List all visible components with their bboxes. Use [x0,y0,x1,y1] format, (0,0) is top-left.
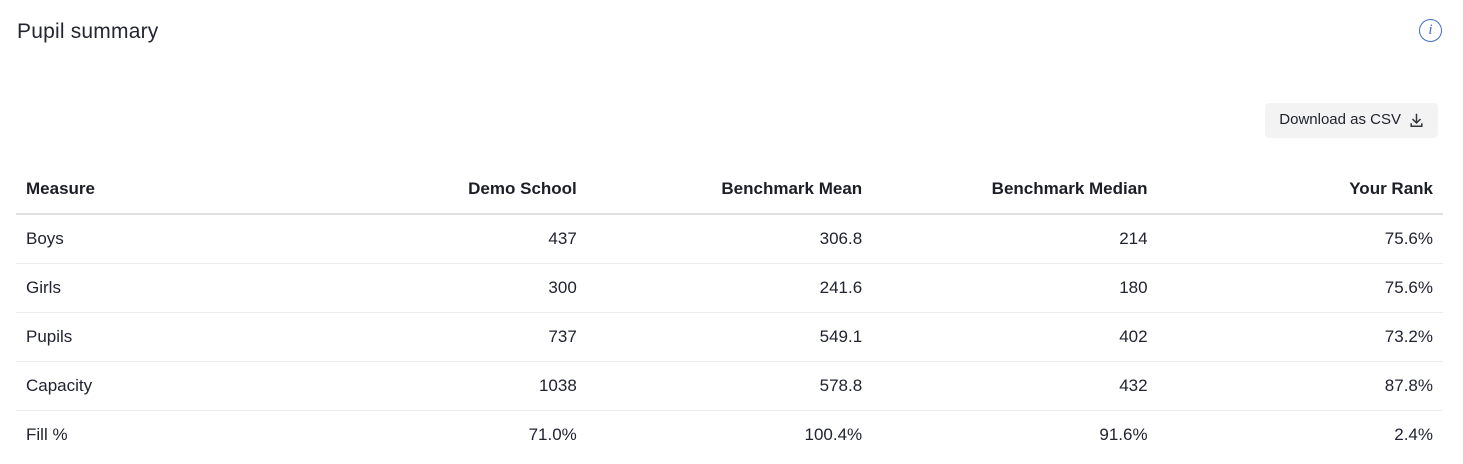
value-cell: 75.6% [1384,229,1433,248]
value-cell: 1038 [301,361,587,411]
value-cell: 578.8 [586,361,873,411]
table-row: Girls 300 241.6 180 75.6% [16,263,1443,313]
measure-cell: Capacity [16,361,302,411]
column-header: Benchmark Median [872,169,1158,215]
value-cell: 75.6% [1157,263,1443,313]
column-header: Benchmark Mean [586,169,873,215]
value-cell: 300 [301,263,587,313]
download-csv-label: Download as CSV [1279,111,1401,128]
page-title: Pupil summary [17,20,159,43]
table-row: Fill % 71.0% 100.4% 91.6% 2.4% [16,410,1443,459]
value-cell: 100.4% [586,410,873,459]
value-cell: 73.2% [1157,312,1443,362]
column-header: Measure [16,169,302,215]
value-cell: 91.6% [872,410,1158,459]
measure-cell: Pupils [16,312,302,362]
value-cell: 402 [872,312,1158,362]
table-row: Pupils 737 549.1 402 73.2% [16,312,1443,362]
table-row: Capacity 1038 578.8 432 87.8% [16,361,1443,411]
toolbar: Download as CSV [0,103,1463,138]
value-cell: 87.8% [1157,361,1443,411]
value-cell: 180 [872,263,1158,313]
download-icon [1410,113,1423,127]
measure-cell: Girls [16,263,302,313]
table-header-row: Measure Demo School Benchmark Mean Benchmar… [16,169,1443,215]
value-cell: 71.0% [301,410,587,459]
table-row: Boys 437 306.8 214 75.6% [16,214,1443,264]
value-cell: 241.6 [586,263,873,313]
measure-cell: Boys [26,229,64,248]
pupil-summary-table: Measure Demo School Benchmark Mean Benchmar… [16,169,1443,459]
value-cell: 2.4% [1157,410,1443,459]
download-csv-button[interactable]: Download as CSV [1265,103,1438,138]
value-cell: 437 [548,229,577,248]
column-header: Your Rank [1157,169,1443,215]
value-cell: 432 [872,361,1158,411]
value-cell: 214 [1119,229,1148,248]
column-header: Demo School [301,169,587,215]
card-header: Pupil summary i [0,0,1463,46]
value-cell: 306.8 [819,229,863,248]
value-cell: 737 [301,312,587,362]
value-cell: 549.1 [586,312,873,362]
info-icon[interactable]: i [1419,19,1442,42]
measure-cell: Fill % [16,410,302,459]
